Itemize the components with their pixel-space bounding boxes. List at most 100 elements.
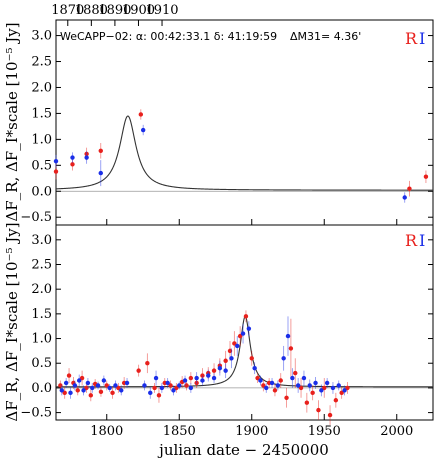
bottom-xtick-label: 1850 xyxy=(163,424,196,439)
bottom-legend-r: R xyxy=(405,231,418,250)
bottom-point-i xyxy=(264,385,269,391)
bottom-point-r xyxy=(168,383,173,388)
bottom-point-r xyxy=(75,388,80,393)
bottom-point-i xyxy=(290,375,295,381)
bottom-point-i xyxy=(301,375,307,381)
bottom-xtick-label: 1950 xyxy=(308,424,341,439)
top-panel-title: WeCAPP−02: α: 00:42:33.1 δ: 41:19:59 xyxy=(60,30,277,43)
bottom-point-i xyxy=(171,388,176,393)
top-legend-r: R xyxy=(405,29,418,48)
bottom-point-r xyxy=(261,383,266,388)
bottom-point-r xyxy=(284,395,289,400)
top-point-r xyxy=(423,174,429,179)
bottom-point-r xyxy=(304,400,310,405)
bottom-point-i xyxy=(142,383,147,388)
bottom-point-i xyxy=(77,378,82,383)
bottom-point-i xyxy=(285,333,291,339)
top-panel-title-extra: ΔM31= 4.36' xyxy=(290,30,361,43)
top-ytick-label: 0.5 xyxy=(31,158,52,173)
bottom-point-i xyxy=(165,380,170,386)
bottom-point-i xyxy=(81,388,86,393)
top-point-i xyxy=(98,170,103,176)
top-legend-i: I xyxy=(419,29,425,48)
bottom-point-r xyxy=(136,368,141,373)
bottom-point-r xyxy=(88,393,94,398)
bottom-point-r xyxy=(211,368,217,373)
bottom-point-r xyxy=(79,375,85,381)
bottom-point-i xyxy=(200,378,205,383)
bottom-point-r xyxy=(316,407,321,413)
bottom-point-i xyxy=(319,388,324,393)
x-axis-label: julian date − 2450000 xyxy=(157,441,329,459)
bottom-point-i xyxy=(101,378,107,383)
bottom-panel-frame xyxy=(55,224,434,421)
bottom-point-r xyxy=(243,314,249,319)
bottom-point-i xyxy=(330,385,336,391)
top-point-i xyxy=(140,127,146,133)
top-axis-tick-label: 1910 xyxy=(145,3,178,18)
bottom-point-r xyxy=(110,390,115,396)
top-ytick-label: 2.0 xyxy=(31,80,52,95)
bottom-ytick-label: −0.5 xyxy=(20,406,52,421)
bottom-point-i xyxy=(342,388,347,393)
bottom-point-i xyxy=(252,365,257,371)
bottom-point-r xyxy=(62,390,67,396)
bottom-point-i xyxy=(85,380,91,386)
bottom-point-i xyxy=(223,368,228,373)
bottom-point-i xyxy=(313,380,318,386)
top-ytick-label: 2.5 xyxy=(31,55,52,70)
bottom-ytick-label: 2.5 xyxy=(31,257,52,272)
bottom-point-i xyxy=(295,383,301,388)
bottom-point-i xyxy=(63,380,69,386)
bottom-point-i xyxy=(217,365,223,371)
bottom-point-i xyxy=(240,331,246,336)
bottom-point-i xyxy=(107,385,112,391)
bottom-xtick-label: 1800 xyxy=(90,424,123,439)
bottom-point-r xyxy=(188,375,194,381)
top-point-i xyxy=(402,195,407,200)
bottom-point-i xyxy=(307,383,312,388)
top-point-r xyxy=(138,112,144,117)
bottom-point-r xyxy=(339,390,344,396)
top-point-i xyxy=(53,158,59,164)
bottom-point-r xyxy=(249,356,254,361)
bottom-point-i xyxy=(159,385,165,391)
bottom-point-r xyxy=(298,385,304,391)
bottom-point-i xyxy=(275,383,281,388)
bottom-point-r xyxy=(310,390,315,396)
bottom-point-r xyxy=(98,389,104,395)
bottom-point-r xyxy=(152,385,157,391)
bottom-legend-i: I xyxy=(419,231,425,250)
bottom-point-i xyxy=(246,326,252,331)
bottom-point-i xyxy=(113,383,118,388)
bottom-point-i xyxy=(324,380,330,386)
bottom-ytick-label: 1.0 xyxy=(31,332,52,347)
bottom-point-i xyxy=(68,390,73,396)
bottom-point-i xyxy=(119,388,124,393)
bottom-point-i xyxy=(336,383,341,388)
bottom-y-axis-label: ΔF_R, ΔF_I*scale [10⁻⁵ Jy] xyxy=(3,222,21,421)
bottom-point-i xyxy=(229,356,234,361)
bottom-ytick-label: 0.0 xyxy=(31,381,52,396)
bottom-point-r xyxy=(255,375,260,381)
bottom-point-r xyxy=(322,385,327,391)
top-point-r xyxy=(53,169,59,174)
top-axis-tick-label: 1880 xyxy=(75,3,108,18)
top-panel-frame xyxy=(55,19,434,226)
bottom-xtick-label: 1900 xyxy=(235,424,268,439)
top-ytick-label: 1.0 xyxy=(31,132,52,147)
bottom-ytick-label: 3.0 xyxy=(31,233,52,248)
bottom-point-r xyxy=(116,385,121,391)
top-panel: −0.5 0.0 0.5 1.0 1.5 2.0 2.5 3.0 187018801890190… xyxy=(20,3,433,225)
bottom-point-i xyxy=(153,375,159,381)
bottom-point-i xyxy=(177,383,182,388)
bottom-point-r xyxy=(333,398,339,403)
bottom-point-r xyxy=(66,373,72,378)
bottom-point-r xyxy=(278,378,283,383)
bottom-point-i xyxy=(148,390,153,396)
bottom-ytick-label: 2.0 xyxy=(31,282,52,297)
top-y-axis-label: ΔF_R, ΔF_I*scale [10⁻⁵ Jy] xyxy=(3,22,21,221)
top-axis-tick-label: 1870 xyxy=(51,3,84,18)
bottom-point-r xyxy=(237,333,243,339)
